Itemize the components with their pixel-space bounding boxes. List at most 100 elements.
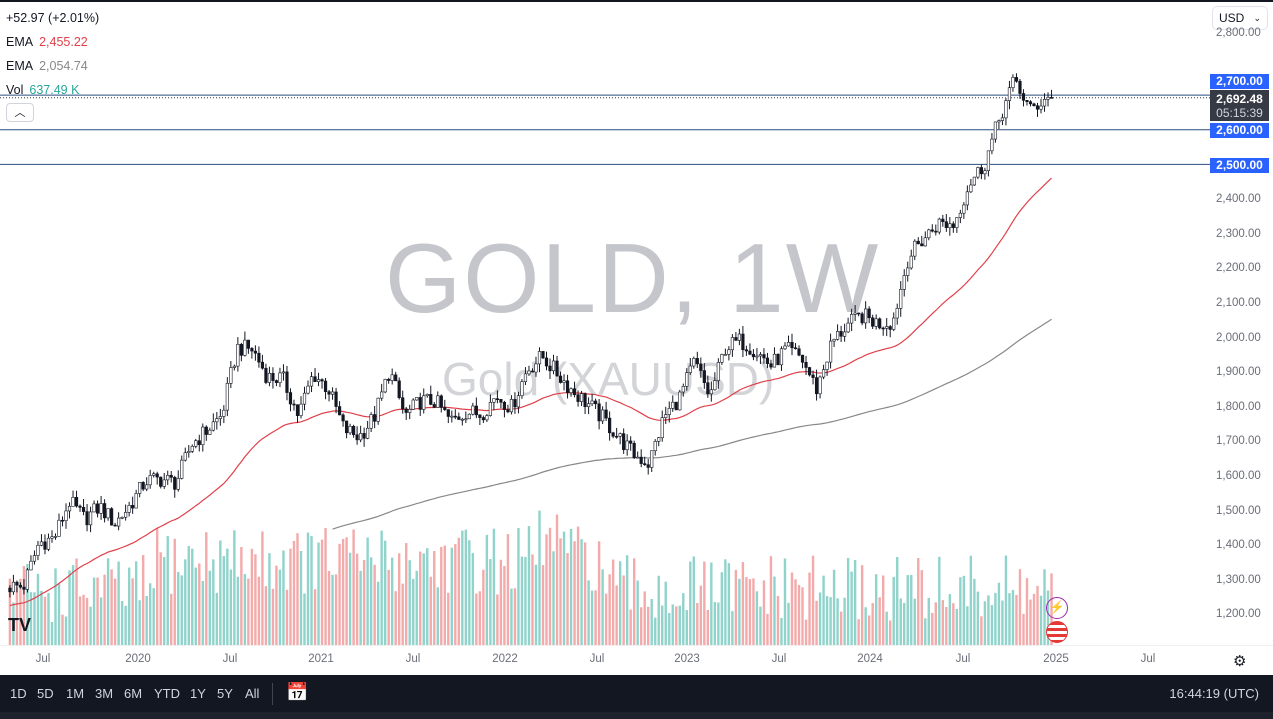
- candle-body: [411, 399, 415, 410]
- utc-clock[interactable]: 16:44:19 (UTC): [1169, 686, 1259, 701]
- candle-body: [1004, 100, 1008, 119]
- volume-bar: [706, 609, 710, 645]
- volume-bar: [461, 530, 464, 645]
- range-1y[interactable]: 1Y: [190, 686, 206, 701]
- tradingview-logo-icon[interactable]: TV: [8, 615, 32, 635]
- volume-bar: [436, 587, 439, 645]
- level-tag-2700[interactable]: 2,700.00: [1210, 74, 1269, 89]
- candle-body: [730, 337, 734, 351]
- currency-select[interactable]: USD ⌄: [1212, 6, 1268, 30]
- volume-bar: [569, 528, 573, 645]
- candle-body: [951, 223, 955, 228]
- volume-bar: [573, 541, 576, 645]
- volume-bar: [717, 602, 720, 645]
- candle-body: [629, 440, 633, 444]
- volume-bar: [71, 565, 75, 645]
- candle-body: [344, 420, 349, 434]
- candle-body: [653, 440, 657, 452]
- price-tick: 1,700.00: [1216, 435, 1261, 447]
- candle-body: [176, 478, 180, 490]
- volume-bar: [604, 593, 608, 645]
- level-tag-2500[interactable]: 2,500.00: [1210, 158, 1269, 173]
- candle-body: [281, 371, 286, 374]
- candle-body: [397, 380, 401, 398]
- candle-body: [404, 408, 408, 413]
- legend-volume[interactable]: Vol 637.49 K: [6, 83, 79, 97]
- volume-bar: [696, 603, 699, 645]
- candle-body: [408, 409, 412, 413]
- volume-bar: [1022, 613, 1025, 645]
- lightning-icon[interactable]: ⚡: [1046, 597, 1068, 619]
- volume-bar: [369, 557, 373, 645]
- volume-bar: [836, 598, 839, 645]
- volume-bar: [962, 575, 966, 645]
- candle-body: [29, 560, 33, 571]
- candle-body: [39, 541, 44, 546]
- candle-body: [748, 350, 752, 355]
- candle-body: [236, 343, 240, 367]
- volume-bar: [40, 590, 43, 645]
- volume-bar: [622, 575, 625, 645]
- range-5y[interactable]: 5Y: [217, 686, 233, 701]
- range-5d[interactable]: 5D: [37, 686, 54, 701]
- volume-bar: [426, 548, 429, 645]
- range-all[interactable]: All: [245, 686, 260, 701]
- candle-body: [292, 403, 296, 406]
- volume-bar: [762, 580, 766, 645]
- volume-bar: [671, 604, 674, 645]
- time-tick: 2025: [1043, 653, 1069, 665]
- volume-bar: [643, 591, 646, 645]
- legend-ema-slow[interactable]: EMA 2,054.74: [6, 59, 88, 73]
- candle-body: [657, 437, 661, 442]
- candle-body: [323, 380, 328, 392]
- collapse-chevron-icon: ︿: [14, 107, 26, 119]
- candle-body: [583, 393, 587, 408]
- candle-body: [913, 240, 917, 257]
- volume-bar: [615, 585, 618, 645]
- price-tick: 1,900.00: [1216, 366, 1261, 378]
- candle-body: [800, 354, 805, 363]
- range-3m[interactable]: 3M: [95, 686, 114, 701]
- volume-bar: [1018, 569, 1022, 645]
- candle-body: [1028, 101, 1033, 105]
- candle-body: [516, 395, 521, 408]
- volume-bar: [303, 593, 306, 645]
- price-chart[interactable]: [0, 0, 1273, 675]
- range-ytd[interactable]: YTD: [154, 686, 180, 701]
- volume-bar: [75, 558, 78, 645]
- candle-body: [769, 363, 773, 368]
- volume-bar: [334, 574, 338, 645]
- candle-body: [267, 373, 272, 383]
- volume-bar: [468, 540, 471, 645]
- candle-body: [32, 555, 37, 562]
- candle-body: [187, 451, 191, 454]
- candle-body: [380, 391, 384, 399]
- range-1d[interactable]: 1D: [10, 686, 27, 701]
- volume-bar: [454, 544, 457, 645]
- candle-body: [197, 440, 201, 445]
- volume-bar: [846, 557, 850, 645]
- goto-date-icon[interactable]: 📅: [286, 682, 309, 702]
- volume-bar: [769, 556, 773, 645]
- legend-ema-fast[interactable]: EMA 2,455.22: [6, 35, 88, 49]
- volume-bar: [320, 539, 324, 645]
- candle-body: [264, 367, 268, 383]
- candle-body: [969, 184, 973, 193]
- candle-body: [650, 450, 654, 468]
- level-tag-2600[interactable]: 2,600.00: [1210, 123, 1269, 138]
- volume-bar: [341, 538, 345, 645]
- volume-bar: [54, 568, 57, 645]
- candle-body: [239, 343, 243, 356]
- us-flag-icon[interactable]: [1046, 621, 1068, 643]
- ema-fast-line: [9, 177, 1052, 607]
- ema-label: EMA: [6, 35, 34, 49]
- volume-bar: [878, 597, 881, 645]
- collapse-legend-button[interactable]: ︿: [6, 103, 34, 122]
- volume-bar: [889, 620, 892, 645]
- settings-gear-icon[interactable]: ⚙: [1233, 653, 1247, 670]
- candle-body: [1018, 80, 1022, 94]
- candle-body: [846, 322, 850, 333]
- candle-body: [25, 569, 30, 590]
- range-1m[interactable]: 1M: [66, 686, 85, 701]
- range-6m[interactable]: 6M: [124, 686, 143, 701]
